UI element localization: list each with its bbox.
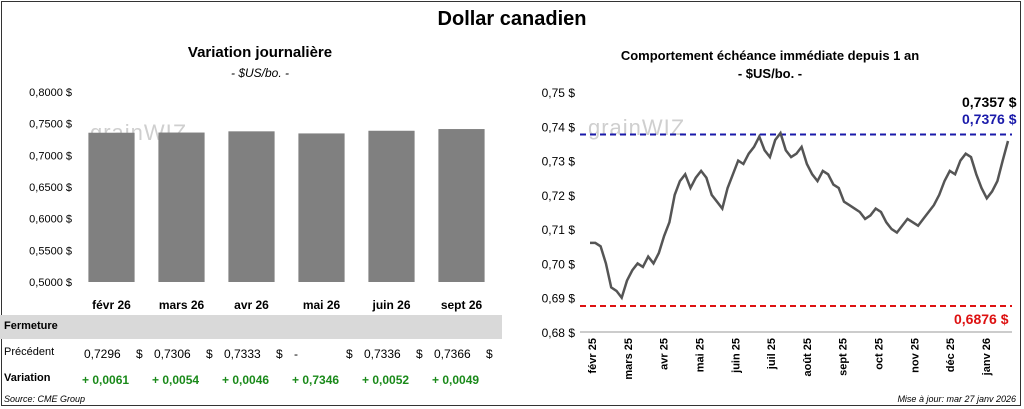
y-tick-label: 0,69 $ <box>542 292 576 306</box>
series-line <box>590 130 1010 301</box>
table-cell-value: 0,7366 <box>434 347 471 361</box>
row-label: Précédent <box>4 346 55 358</box>
row-label: Variation <box>4 372 51 384</box>
x-tick-label: févr 25 <box>587 338 599 373</box>
table-row-variation: Variation <box>0 367 502 391</box>
x-tick-label: juin 26 <box>371 298 410 312</box>
table-cell-value: 0,7336 <box>364 347 401 361</box>
x-tick-label: mars 26 <box>159 298 205 312</box>
update-timestamp: Mise à jour: mar 27 janv 2026 <box>897 394 1016 404</box>
source-note: Source: CME Group <box>4 394 86 404</box>
x-tick-label: déc 25 <box>945 338 957 372</box>
x-tick-label: mai 25 <box>694 338 706 372</box>
bar <box>158 132 205 282</box>
y-tick-label: 0,75 $ <box>542 86 576 100</box>
x-tick-label: nov 25 <box>909 338 921 373</box>
x-tick-label: mars 25 <box>623 338 635 380</box>
y-tick-label: 0,72 $ <box>542 189 576 203</box>
right-chart-title: Comportement échéance immédiate depuis 1… <box>620 48 920 63</box>
bar <box>228 131 275 282</box>
y-tick-label: 0,5500 $ <box>29 245 72 257</box>
x-tick-label: janv 26 <box>981 338 993 376</box>
x-tick-label: avr 25 <box>659 338 671 370</box>
page-title: Dollar canadien <box>437 8 587 30</box>
bar <box>368 130 415 282</box>
x-tick-label: févr 26 <box>92 298 131 312</box>
x-tick-label: sept 26 <box>441 298 483 312</box>
table-cell-currency: $ <box>276 347 283 361</box>
y-tick-label: 0,70 $ <box>542 257 576 271</box>
table-cell-currency: $ <box>206 347 213 361</box>
x-tick-label: avr 26 <box>234 298 269 312</box>
y-tick-label: 0,6000 $ <box>29 214 72 226</box>
table-cell-currency: $ <box>416 347 423 361</box>
table-row-fermeture: Fermeture <box>0 315 502 339</box>
table-cell-currency: $ <box>486 347 493 361</box>
table-cell-variation: + 0,0061 <box>82 373 129 387</box>
x-tick-label: sept 25 <box>838 338 850 376</box>
y-tick-label: 0,68 $ <box>542 326 576 340</box>
table-cell-variation: + 0,7346 <box>292 373 339 387</box>
x-tick-label: juil 25 <box>766 338 778 370</box>
table-row-precedent: Précédent <box>0 341 502 365</box>
table-cell-variation: + 0,0054 <box>152 373 199 387</box>
left-chart-unit: - $US/bo. - <box>230 66 290 80</box>
right-chart-unit: - $US/bo. - <box>737 66 803 81</box>
right-watermark-logo: grainWIZ <box>588 115 686 140</box>
y-tick-label: 0,8000 $ <box>29 87 72 99</box>
y-tick-label: 0,7000 $ <box>29 150 72 162</box>
table-cell-currency: $ <box>346 347 353 361</box>
last-value-label: 0,7357 $ <box>962 94 1017 110</box>
table-cell-variation: + 0,0046 <box>222 373 269 387</box>
x-tick-label: oct 25 <box>874 338 886 370</box>
y-tick-label: 0,6500 $ <box>29 182 72 194</box>
y-tick-label: 0,71 $ <box>542 223 576 237</box>
table-cell-value: 0,7306 <box>154 347 191 361</box>
high-value-label: 0,7376 $ <box>962 111 1017 127</box>
table-cell-variation: + 0,0052 <box>362 373 409 387</box>
x-tick-label: juin 25 <box>730 338 742 374</box>
y-tick-label: 0,7500 $ <box>29 119 72 131</box>
left-chart-title: Variation journalière <box>187 44 333 61</box>
bar <box>438 129 485 282</box>
row-label: Fermeture <box>4 320 58 332</box>
x-tick-label: août 25 <box>802 338 814 377</box>
table-cell-currency: $ <box>136 347 143 361</box>
x-tick-label: mai 26 <box>303 298 341 312</box>
table-cell-value: 0,7296 <box>84 347 121 361</box>
bar <box>298 133 345 282</box>
y-tick-label: 0,73 $ <box>542 155 576 169</box>
table-cell-variation: + 0,0049 <box>432 373 479 387</box>
table-cell-value: 0,7333 <box>224 347 261 361</box>
y-tick-label: 0,5000 $ <box>29 277 72 289</box>
y-tick-label: 0,74 $ <box>542 120 576 134</box>
low-value-label: 0,6876 $ <box>954 311 1009 327</box>
bar <box>88 132 135 282</box>
table-cell-value: - <box>294 347 298 361</box>
